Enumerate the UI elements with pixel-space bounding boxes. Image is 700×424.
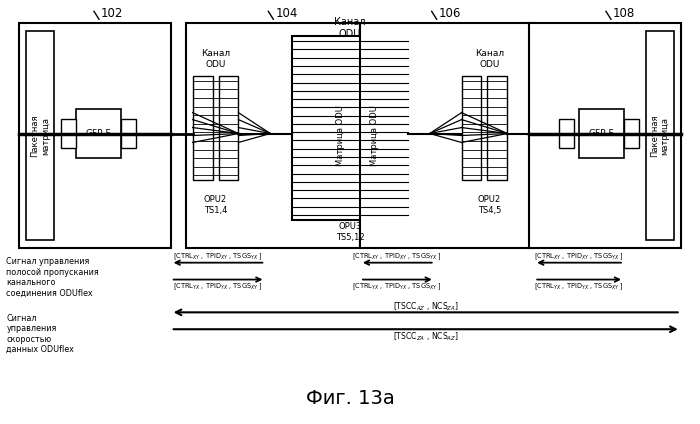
- Bar: [292, 36, 408, 220]
- Bar: [76, 109, 121, 158]
- Text: [TSCC$_{ZA}$ , NCS$_{AZ}$]: [TSCC$_{ZA}$ , NCS$_{AZ}$]: [393, 331, 458, 343]
- Text: [CTRL$_{YX}$ , TPID$_{YX}$ , TSGS$_{XY}$ ]: [CTRL$_{YX}$ , TPID$_{YX}$ , TSGS$_{XY}$…: [534, 281, 624, 292]
- Text: 102: 102: [101, 7, 123, 20]
- Bar: [529, 23, 680, 248]
- Text: [CTRL$_{YX}$ , TPID$_{YX}$ , TSGS$_{XY}$ ]: [CTRL$_{YX}$ , TPID$_{YX}$ , TSGS$_{XY}$…: [352, 281, 442, 292]
- Text: Фиг. 13а: Фиг. 13а: [306, 389, 394, 408]
- Text: Пакетная
матрица: Пакетная матрица: [650, 114, 669, 157]
- Bar: [624, 119, 639, 148]
- Text: Пакетная
матрица: Пакетная матрица: [31, 114, 50, 157]
- Text: [CTRL$_{YX}$ , TPID$_{YX}$ , TSGS$_{XY}$ ]: [CTRL$_{YX}$ , TPID$_{YX}$ , TSGS$_{XY}$…: [173, 281, 263, 292]
- Text: 104: 104: [275, 7, 298, 20]
- Text: GFP-F: GFP-F: [85, 129, 111, 138]
- Text: Матрица ODU: Матрица ODU: [335, 105, 344, 166]
- Text: 108: 108: [613, 7, 635, 20]
- Text: OPU3
TS5,12: OPU3 TS5,12: [336, 222, 364, 242]
- Bar: [27, 31, 54, 240]
- Text: GFP-F: GFP-F: [588, 129, 614, 138]
- Text: Сигнал управления
полосой пропускания
канального
соединения ODUflex: Сигнал управления полосой пропускания ка…: [6, 257, 99, 298]
- Text: OPU2
TS1,4: OPU2 TS1,4: [204, 195, 228, 215]
- Bar: [121, 119, 136, 148]
- Bar: [186, 23, 360, 248]
- Text: Сигнал
управления
скоростью
данных ODUflex: Сигнал управления скоростью данных ODUfl…: [6, 314, 74, 354]
- Text: [TSCC$_{AZ}$ , NCS$_{ZA}$]: [TSCC$_{AZ}$ , NCS$_{ZA}$]: [393, 300, 458, 312]
- Text: 106: 106: [439, 7, 461, 20]
- Bar: [193, 76, 213, 180]
- Text: Канал
ODU: Канал ODU: [475, 49, 504, 69]
- Text: [CTRL$_{XY}$ , TPID$_{XY}$ , TSGS$_{YX}$ ]: [CTRL$_{XY}$ , TPID$_{XY}$ , TSGS$_{YX}$…: [352, 251, 442, 262]
- Bar: [487, 76, 508, 180]
- Text: Матрица ODU: Матрица ODU: [370, 105, 379, 166]
- Text: [CTRL$_{XY}$ , TPID$_{XY}$ , TSGS$_{YX}$ ]: [CTRL$_{XY}$ , TPID$_{XY}$ , TSGS$_{YX}$…: [534, 251, 624, 262]
- Bar: [461, 76, 482, 180]
- Bar: [20, 23, 171, 248]
- Bar: [218, 76, 239, 180]
- Bar: [360, 23, 534, 248]
- Text: [CTRL$_{XY}$ , TPID$_{XY}$ , TSGS$_{YX}$ ]: [CTRL$_{XY}$ , TPID$_{XY}$ , TSGS$_{YX}$…: [173, 251, 263, 262]
- Text: OPU2
TS4,5: OPU2 TS4,5: [478, 195, 501, 215]
- Text: Канал
ODU: Канал ODU: [201, 49, 230, 69]
- Bar: [559, 119, 574, 148]
- Bar: [61, 119, 76, 148]
- Bar: [579, 109, 624, 158]
- Bar: [646, 31, 673, 240]
- Text: Канал
ODU: Канал ODU: [335, 17, 365, 39]
